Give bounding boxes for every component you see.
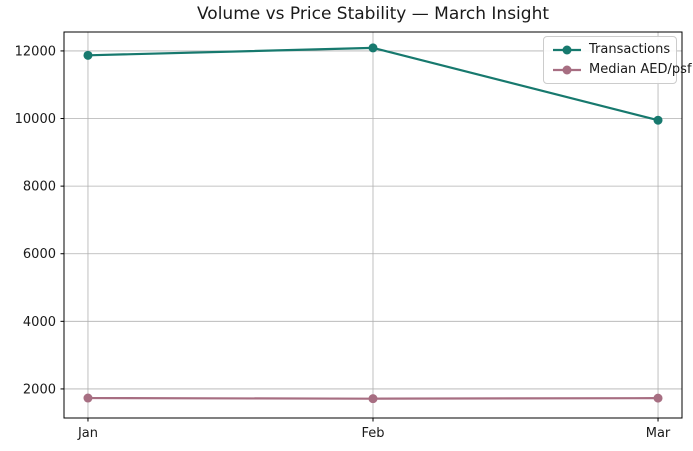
legend-item-transactions: Transactions [552, 42, 671, 57]
y-tick-label: 8000 [23, 180, 56, 195]
legend-item-median-aed-psf: Median AED/psf [552, 62, 692, 77]
data-point-transactions-feb [368, 43, 378, 53]
legend-label-transactions: Transactions [589, 42, 671, 57]
data-point-transactions-mar [653, 115, 663, 125]
plot-border [63, 31, 683, 419]
y-tick-label: 2000 [23, 382, 56, 397]
y-tick-label: 10000 [15, 112, 56, 127]
x-tick-label: Mar [646, 426, 671, 441]
y-tick-label: 12000 [15, 44, 56, 59]
chart-title: Volume vs Price Stability — March Insigh… [196, 4, 550, 24]
data-point-median-aed-psf-jan [83, 393, 93, 403]
data-point-transactions-jan [83, 50, 93, 60]
x-tick-label: Jan [77, 426, 98, 441]
x-tick-label: Feb [361, 426, 384, 441]
transactions-line-marker-icon [553, 45, 581, 54]
y-tick-label: 4000 [23, 315, 56, 330]
data-point-median-aed-psf-mar [653, 393, 663, 403]
legend: Transactions Median AED/psf [543, 36, 692, 84]
median-aed-psf-line-marker-icon [553, 65, 581, 74]
data-point-median-aed-psf-feb [368, 394, 378, 404]
y-tick-label: 6000 [23, 247, 56, 262]
legend-label-median-aed-psf: Median AED/psf [589, 62, 692, 77]
